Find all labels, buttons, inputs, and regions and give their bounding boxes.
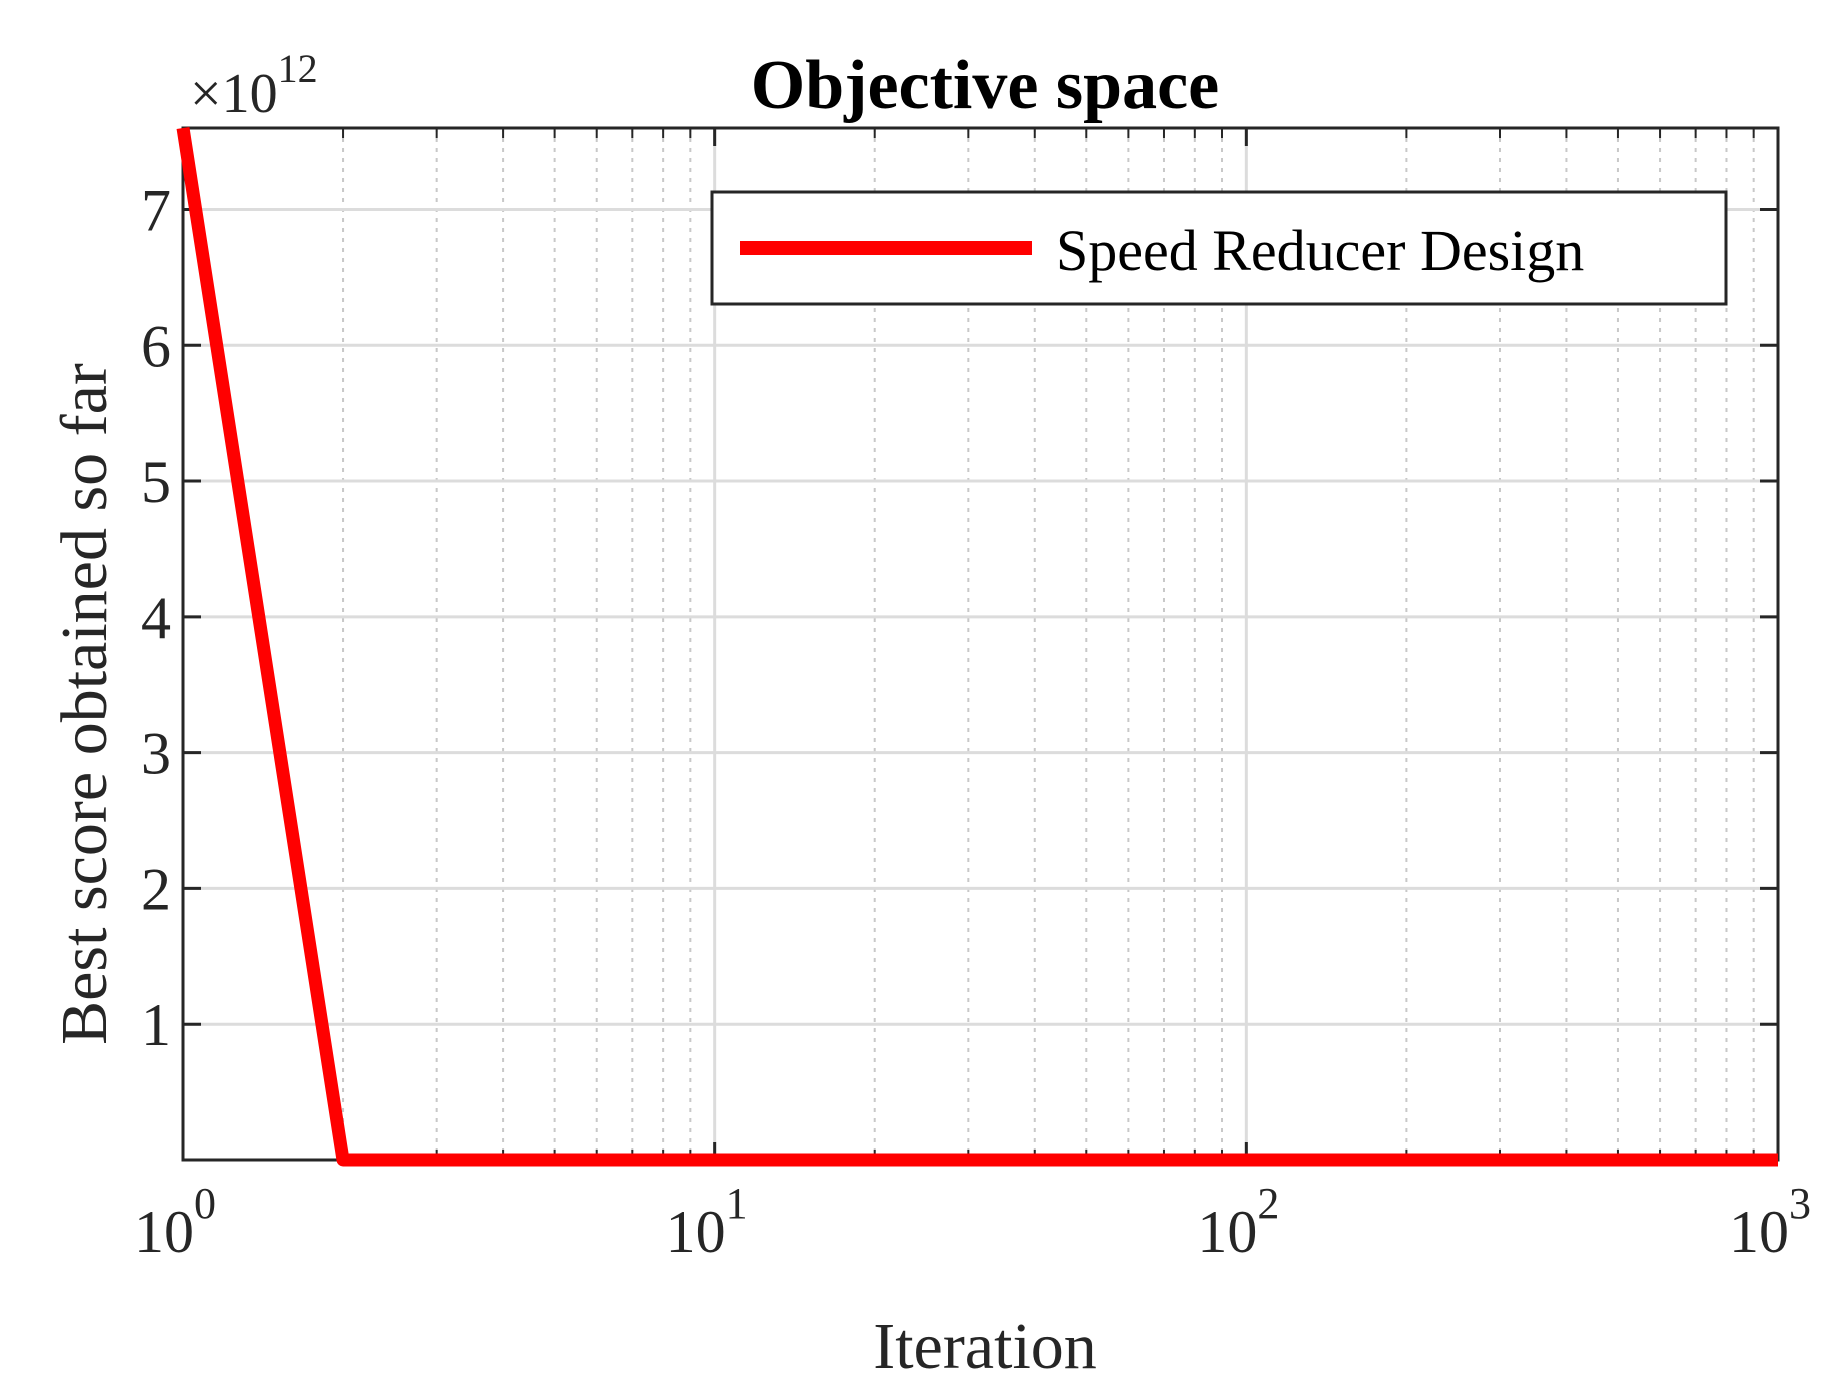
- y-exponent-label: ×1012: [190, 46, 318, 125]
- legend: Speed Reducer Design: [710, 190, 1728, 306]
- x-tick-base: 10: [1729, 1199, 1789, 1265]
- y-tick-label: 7: [141, 177, 171, 243]
- y-tick-label: 6: [141, 313, 171, 379]
- x-tick-power: 0: [194, 1179, 216, 1228]
- legend-entry: Speed Reducer Design: [1056, 218, 1584, 283]
- y-tick-label: 4: [141, 585, 171, 651]
- x-tick-power: 3: [1789, 1179, 1811, 1228]
- y-axis-label: Best score obtained so far: [48, 363, 121, 1045]
- x-tick-base: 10: [666, 1199, 726, 1265]
- x-tick-base: 10: [134, 1199, 194, 1265]
- y-exponent-power: 12: [278, 46, 318, 91]
- x-tick-power: 2: [1257, 1179, 1279, 1228]
- x-axis-label: Iteration: [873, 1310, 1097, 1379]
- x-tick-label: 102: [1197, 1179, 1279, 1265]
- x-tick-power: 1: [726, 1179, 748, 1228]
- y-exponent-base: ×10: [190, 63, 278, 125]
- y-tick-label: 2: [141, 856, 171, 922]
- x-tick-base: 10: [1197, 1199, 1257, 1265]
- x-tick-label: 101: [666, 1179, 748, 1265]
- series: [176, 127, 1778, 1167]
- y-tick-label: 3: [141, 721, 171, 787]
- y-tick-label: 5: [141, 449, 171, 515]
- x-tick-label: 103: [1729, 1179, 1811, 1265]
- y-tick-label: 1: [141, 992, 171, 1058]
- series-line: [176, 127, 1778, 1167]
- chart-title: Objective space: [751, 47, 1219, 124]
- x-tick-label: 100: [134, 1179, 216, 1265]
